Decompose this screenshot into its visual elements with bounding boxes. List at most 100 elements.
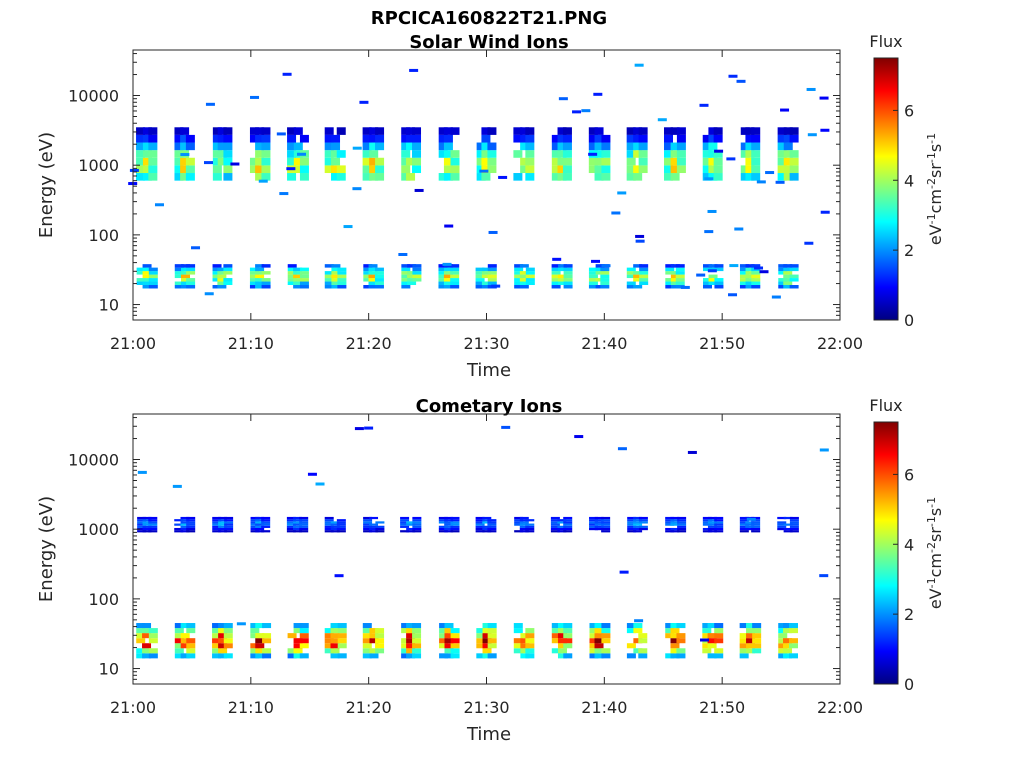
heatmap-cell	[633, 519, 643, 522]
heatmap-cell	[407, 274, 417, 279]
heatmap-cell	[754, 266, 764, 270]
heatmap-cell	[212, 165, 222, 174]
heatmap-cell	[481, 281, 491, 286]
heatmap-cell	[525, 628, 535, 634]
heatmap-cell	[439, 643, 449, 649]
heatmap-cell	[751, 173, 761, 181]
heatmap-cell	[180, 527, 190, 531]
heatmap-cell	[702, 516, 712, 520]
heatmap-cell	[557, 150, 567, 158]
heatmap-cell	[751, 523, 761, 526]
heatmap-cell	[212, 516, 222, 520]
heatmap-cell	[136, 628, 146, 634]
heatmap-cell	[186, 638, 196, 644]
heatmap-cell	[820, 210, 830, 214]
heatmap-cell	[401, 281, 411, 286]
heatmap-cell	[520, 653, 530, 659]
heatmap-cell	[670, 516, 680, 520]
heatmap-cell	[703, 285, 713, 289]
heatmap-cell	[714, 149, 724, 153]
heatmap-cell	[745, 157, 755, 166]
heatmap-cell	[375, 521, 385, 524]
heatmap-cell	[626, 157, 636, 166]
heatmap-cell	[783, 523, 793, 526]
heatmap-cell	[702, 519, 712, 522]
heatmap-cell	[487, 623, 497, 629]
heatmap-cell	[638, 134, 648, 143]
heatmap-cell	[676, 150, 686, 158]
heatmap-cell	[337, 271, 347, 275]
heatmap-cell	[212, 134, 222, 143]
heatmap-cell	[363, 527, 373, 531]
heatmap-cell	[481, 173, 491, 181]
heatmap-cell	[557, 623, 567, 629]
heatmap-cell	[261, 127, 271, 135]
heatmap-cell	[746, 643, 756, 649]
heatmap-cell	[369, 165, 379, 174]
heatmap-cell	[261, 165, 271, 174]
heatmap-cell	[627, 521, 637, 524]
heatmap-cell	[783, 623, 793, 629]
heatmap-cell	[450, 643, 460, 649]
heatmap-cell	[375, 142, 385, 151]
heatmap-cell	[324, 628, 334, 634]
heatmap-cell	[293, 127, 303, 135]
heatmap-cell	[676, 127, 686, 135]
heatmap-cell	[444, 623, 454, 629]
heatmap-cell	[369, 516, 379, 520]
heatmap-cell	[665, 271, 675, 275]
heatmap-cell	[324, 134, 334, 143]
heatmap-cell	[324, 648, 334, 654]
heatmap-cell	[212, 530, 222, 533]
heatmap-cell	[593, 92, 603, 96]
heatmap-cell	[261, 281, 271, 286]
plot-frame	[132, 49, 841, 321]
heatmap-cell	[563, 281, 573, 286]
heatmap-cell	[777, 134, 787, 143]
heatmap-cell	[363, 530, 373, 533]
heatmap-cell	[142, 525, 152, 528]
heatmap-cell	[223, 165, 233, 174]
heatmap-cell	[739, 623, 749, 629]
heatmap-cell	[185, 165, 195, 174]
heatmap-cell	[551, 264, 561, 268]
heatmap-cell	[752, 648, 762, 654]
heatmap-cell	[736, 79, 746, 83]
heatmap-cell	[412, 267, 422, 272]
heatmap-cell	[250, 527, 260, 531]
heatmap-cell	[562, 150, 572, 158]
heatmap-cell	[142, 527, 152, 531]
heatmap-cell	[331, 278, 341, 282]
heatmap-cell	[363, 278, 373, 282]
heatmap-cell	[670, 271, 680, 275]
heatmap-cell	[487, 527, 497, 531]
heatmap-cell	[287, 271, 297, 275]
heatmap-cell	[186, 623, 196, 629]
heatmap-cell	[777, 525, 787, 528]
heatmap-cell	[745, 264, 755, 268]
heatmap-cell	[550, 525, 560, 528]
heatmap-cell	[218, 638, 228, 644]
heatmap-cell	[217, 281, 227, 286]
heatmap-cell	[601, 521, 611, 524]
heatmap-cell	[551, 157, 561, 166]
heatmap-cell	[714, 519, 724, 522]
heatmap-cell	[362, 173, 372, 181]
colorbar-tick-label: 0	[904, 311, 914, 330]
heatmap-cell	[739, 285, 749, 289]
heatmap-cell	[438, 264, 448, 268]
heatmap-cell	[299, 165, 309, 174]
heatmap-cell	[739, 271, 749, 275]
heatmap-cell	[330, 525, 340, 528]
heatmap-cell	[217, 274, 227, 279]
heatmap-cell	[759, 270, 769, 274]
heatmap-cell	[551, 134, 561, 143]
heatmap-cell	[369, 633, 379, 639]
heatmap-cell	[783, 142, 793, 151]
heatmap-cell	[745, 527, 755, 531]
heatmap-cell	[255, 530, 265, 533]
heatmap-cell	[789, 165, 799, 174]
heatmap-cell	[438, 285, 448, 289]
heatmap-cell	[250, 525, 260, 528]
heatmap-cell	[324, 525, 334, 528]
